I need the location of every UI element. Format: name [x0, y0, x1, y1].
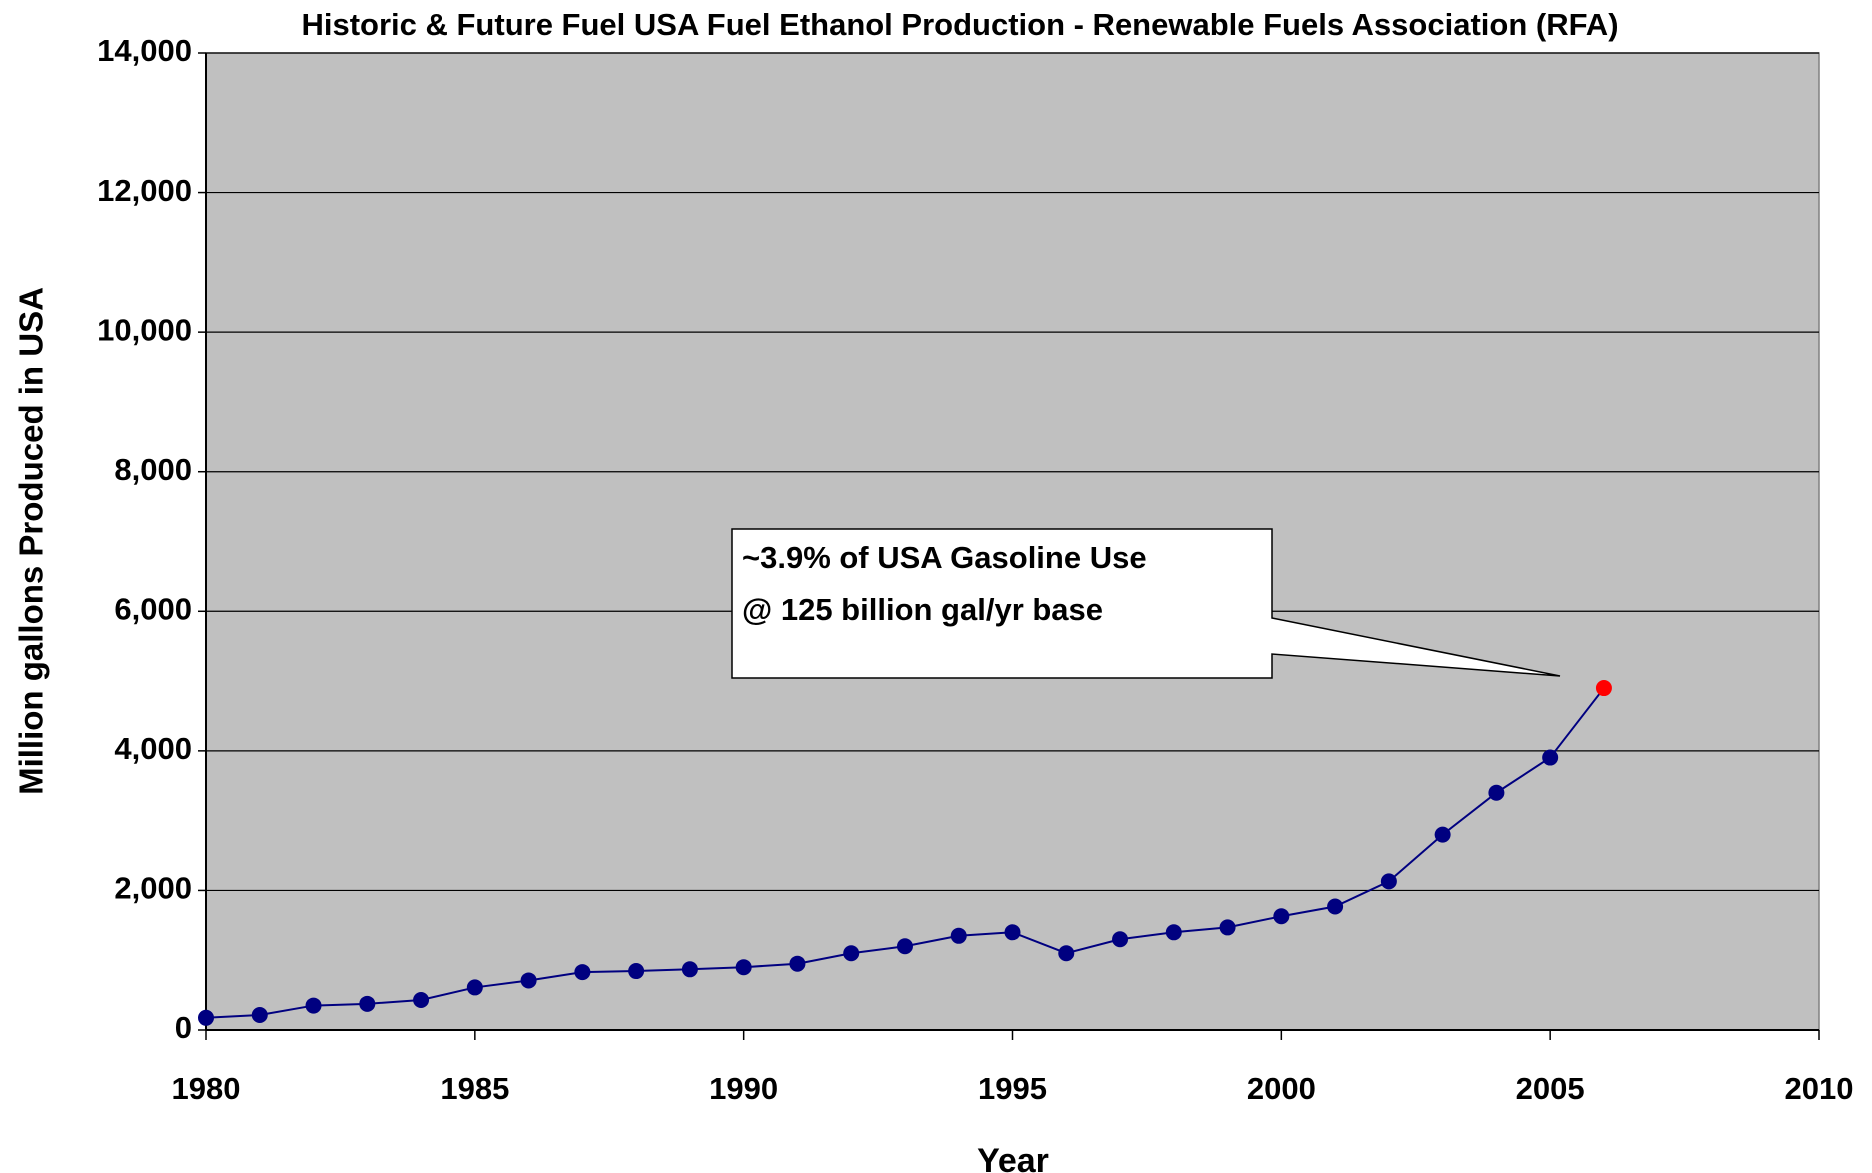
data-point [1434, 826, 1451, 843]
data-point [574, 964, 591, 981]
data-point [1595, 680, 1612, 697]
data-point [1058, 945, 1075, 962]
data-point [1488, 784, 1505, 801]
data-point [843, 945, 860, 962]
data-point [1165, 924, 1182, 941]
data-point [789, 955, 806, 972]
data-point [896, 938, 913, 955]
chart-title: Historic & Future Fuel USA Fuel Ethanol … [301, 7, 1618, 42]
y-tick-label: 6,000 [114, 591, 192, 626]
x-tick-label: 1990 [709, 1071, 778, 1106]
data-point [1273, 908, 1290, 925]
annotation-text: ~3.9% of USA Gasoline Use [742, 540, 1147, 575]
y-tick-label: 12,000 [97, 173, 192, 208]
x-tick-label: 2005 [1516, 1071, 1585, 1106]
y-tick-label: 0 [175, 1010, 192, 1045]
y-tick-label: 10,000 [97, 312, 192, 347]
data-point [950, 927, 967, 944]
x-tick-label: 1995 [978, 1071, 1047, 1106]
data-point [466, 979, 483, 996]
data-point [735, 959, 752, 976]
y-tick-label: 2,000 [114, 871, 192, 906]
data-point [1112, 931, 1129, 948]
annotation-text: @ 125 billion gal/yr base [742, 592, 1103, 627]
data-point [1004, 924, 1021, 941]
x-tick-label: 1980 [172, 1071, 241, 1106]
data-point [628, 963, 645, 980]
data-point [1327, 898, 1344, 915]
data-point [413, 991, 430, 1008]
x-tick-label: 2000 [1247, 1071, 1316, 1106]
y-tick-label: 8,000 [114, 452, 192, 487]
y-tick-label: 4,000 [114, 731, 192, 766]
data-point [1542, 749, 1559, 766]
data-point [359, 995, 376, 1012]
data-point [1380, 873, 1397, 890]
data-point [681, 961, 698, 978]
data-point [1219, 919, 1236, 936]
x-tick-label: 1985 [440, 1071, 509, 1106]
y-tick-label: 14,000 [97, 33, 192, 68]
data-point [251, 1006, 268, 1023]
callout-box [731, 528, 1561, 679]
data-point [520, 972, 537, 989]
data-point [305, 997, 322, 1014]
data-point [198, 1009, 214, 1026]
x-axis-label: Year [977, 1142, 1049, 1173]
x-tick-label: 2010 [1785, 1071, 1854, 1106]
y-axis-label: Million gallons Produced in USA [13, 287, 50, 795]
